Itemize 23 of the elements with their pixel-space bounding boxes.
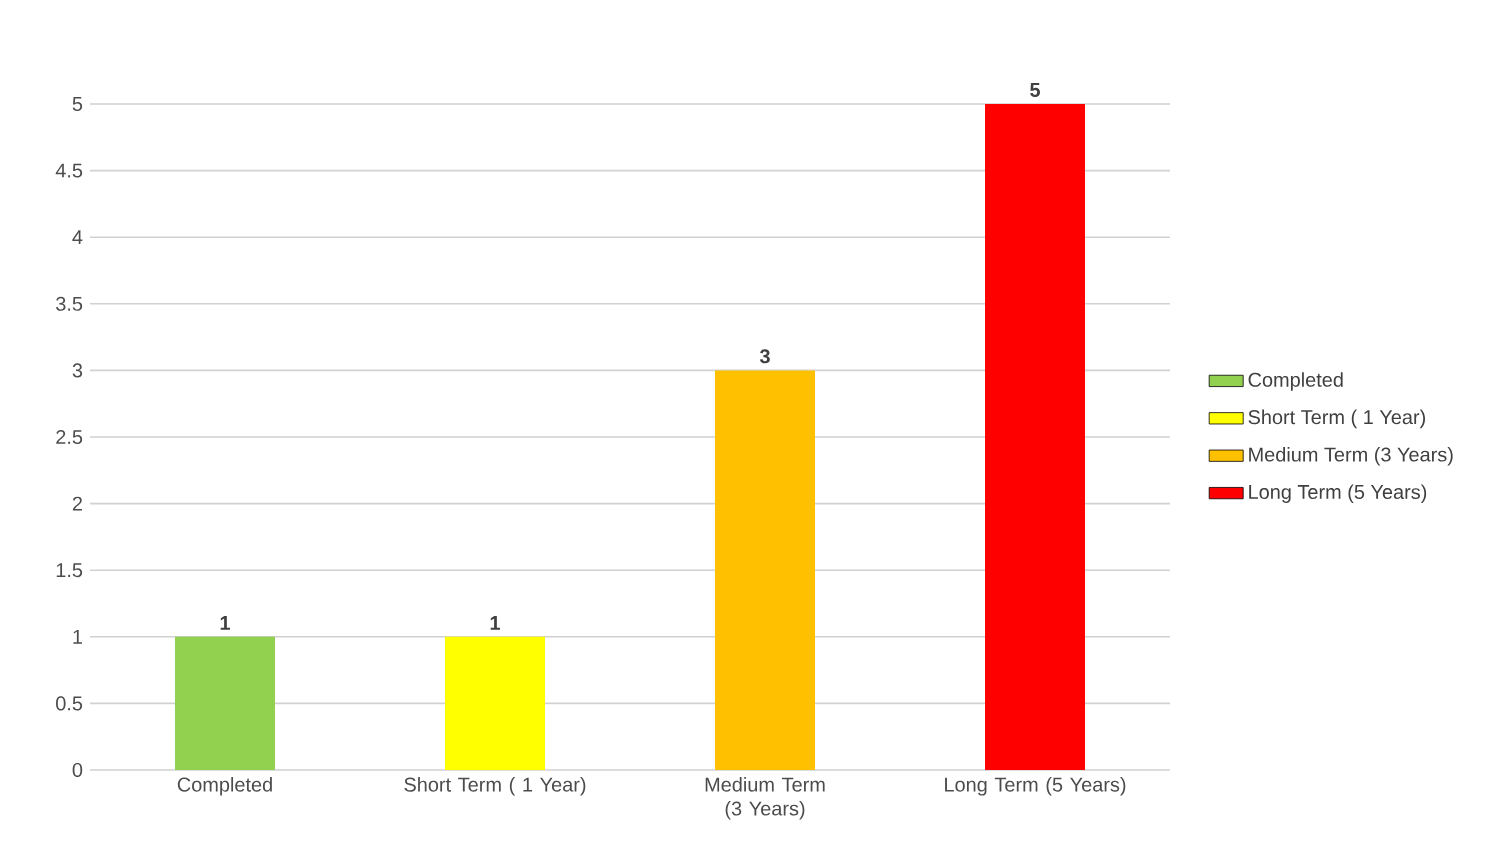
- y-tick-label: 1.5: [56, 563, 83, 578]
- legend-label: Short Term ( 1 Year): [1248, 409, 1425, 429]
- y-tick-label: 2: [72, 496, 82, 511]
- legend-label: Completed: [1248, 372, 1343, 391]
- y-tick-label: 5: [72, 97, 83, 111]
- y-tick-label: 1: [73, 629, 82, 644]
- data-label: 1: [490, 616, 500, 630]
- y-tick-label: 3.5: [56, 296, 83, 311]
- y-tick-label: 0: [72, 762, 83, 778]
- x-tick-label: Short Term ( 1 Year): [404, 777, 586, 796]
- y-tick-label: 0.5: [56, 696, 83, 711]
- data-label: 5: [1030, 83, 1040, 97]
- y-tick-label: 4: [72, 230, 83, 245]
- x-tick-label: Long Term (5 Years): [945, 777, 1126, 796]
- x-tick-label: Completed: [177, 777, 272, 796]
- x-tick-label: Medium Term (3 Years): [705, 777, 825, 820]
- y-tick-label: 2.5: [56, 429, 83, 445]
- data-label: 1: [220, 616, 230, 630]
- y-tick-label: 3: [72, 363, 83, 378]
- y-tick-label: 4.5: [55, 163, 83, 178]
- legend-label: Medium Term (3 Years): [1249, 446, 1453, 466]
- legend-label: Long Term (5 Years): [1249, 484, 1427, 503]
- data-label: 3: [759, 349, 770, 364]
